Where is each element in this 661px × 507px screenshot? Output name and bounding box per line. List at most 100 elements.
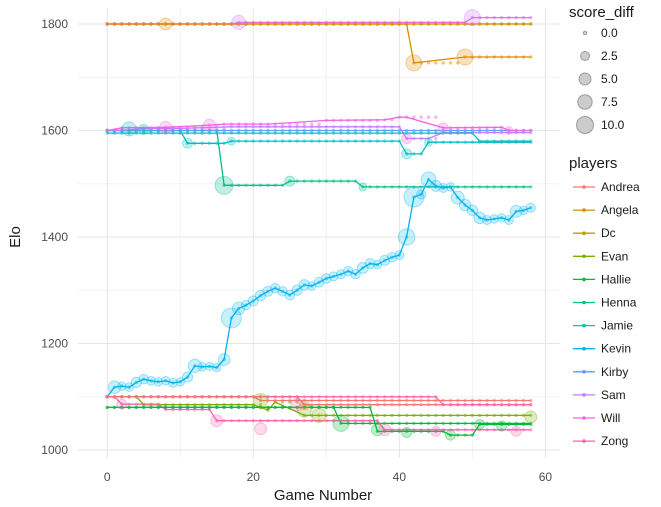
game-marker [237, 306, 241, 311]
y-tick-label: 1200 [41, 337, 68, 351]
game-marker [331, 419, 336, 423]
game-marker [463, 428, 467, 432]
game-marker [485, 139, 489, 143]
game-marker [134, 128, 139, 133]
game-marker [331, 398, 336, 403]
game-marker [426, 128, 431, 133]
game-marker [383, 413, 387, 418]
game-marker [456, 403, 460, 407]
game-marker [185, 141, 190, 145]
score-diff-point [231, 14, 247, 30]
game-marker [529, 428, 533, 432]
game-marker [142, 395, 146, 399]
score-diff-point [332, 414, 350, 432]
kevin-point [306, 281, 317, 291]
game-marker [229, 403, 234, 407]
game-marker [215, 131, 219, 135]
game-marker [288, 122, 292, 126]
game-marker [514, 22, 518, 26]
size-legend-title: score_diff [569, 4, 635, 21]
game-marker [361, 131, 365, 135]
game-marker [134, 131, 139, 135]
game-marker [412, 136, 416, 141]
score-diff-point [358, 182, 368, 192]
game-marker [412, 61, 416, 65]
game-marker [237, 183, 241, 187]
game-marker [390, 398, 394, 403]
kevin-point [313, 276, 325, 288]
kevin-point [420, 171, 437, 188]
game-marker [404, 115, 409, 119]
x-axis-title: Game Number [274, 487, 372, 504]
game-marker [127, 395, 131, 399]
game-marker [419, 61, 423, 65]
kevin-point [217, 353, 231, 366]
kevin-point [489, 214, 500, 224]
color-legend-key-dot [582, 416, 586, 420]
game-marker [156, 395, 160, 399]
game-marker [193, 141, 197, 145]
game-marker [229, 22, 234, 26]
game-marker [171, 125, 175, 129]
game-marker [317, 280, 321, 284]
game-marker [229, 139, 234, 143]
game-marker [171, 395, 175, 399]
size-legend-key [577, 94, 593, 110]
game-marker [404, 429, 409, 434]
score-diff-point [430, 425, 442, 437]
score-diff-point [370, 423, 384, 437]
game-marker [478, 413, 482, 418]
game-marker [207, 131, 212, 135]
score-diff-point [378, 423, 392, 437]
score-diff-point [226, 136, 236, 146]
game-marker [310, 125, 314, 129]
game-marker [142, 405, 146, 410]
game-marker [229, 183, 234, 187]
game-marker [207, 141, 212, 145]
kevin-point [364, 258, 376, 270]
game-marker [280, 419, 285, 423]
game-marker [492, 185, 496, 189]
game-marker [266, 139, 270, 143]
game-marker [346, 413, 350, 418]
game-marker [317, 179, 321, 183]
game-marker [215, 126, 219, 131]
game-marker [404, 413, 409, 418]
kevin-point [124, 382, 134, 392]
game-marker [163, 405, 168, 410]
game-marker [353, 421, 358, 426]
game-marker [478, 428, 482, 432]
game-marker [412, 398, 416, 403]
game-marker [302, 403, 307, 407]
game-marker [215, 365, 219, 370]
game-marker [499, 125, 504, 129]
game-marker [134, 402, 139, 406]
game-marker [368, 413, 372, 418]
game-marker [244, 395, 248, 399]
game-marker [229, 395, 234, 399]
game-marker [251, 299, 255, 303]
game-marker [134, 395, 139, 399]
game-marker [361, 413, 365, 418]
game-marker [295, 179, 299, 183]
game-marker [375, 419, 380, 423]
game-marker [492, 130, 496, 135]
game-marker [434, 22, 438, 26]
game-marker [514, 403, 518, 407]
game-marker [521, 185, 526, 189]
game-marker [258, 398, 263, 403]
game-marker [375, 185, 380, 189]
game-marker [492, 126, 496, 130]
game-marker [185, 22, 190, 26]
game-marker [105, 22, 109, 26]
game-marker [266, 22, 270, 26]
game-marker [529, 22, 533, 26]
game-marker [207, 364, 212, 369]
color-legend-label: Sam [601, 388, 626, 402]
kevin-point [394, 250, 405, 261]
score-diff-point [290, 398, 304, 412]
score-diff-point [401, 132, 413, 144]
kevin-point [231, 301, 246, 316]
x-tick-label: 20 [247, 470, 261, 484]
game-marker [237, 22, 241, 26]
